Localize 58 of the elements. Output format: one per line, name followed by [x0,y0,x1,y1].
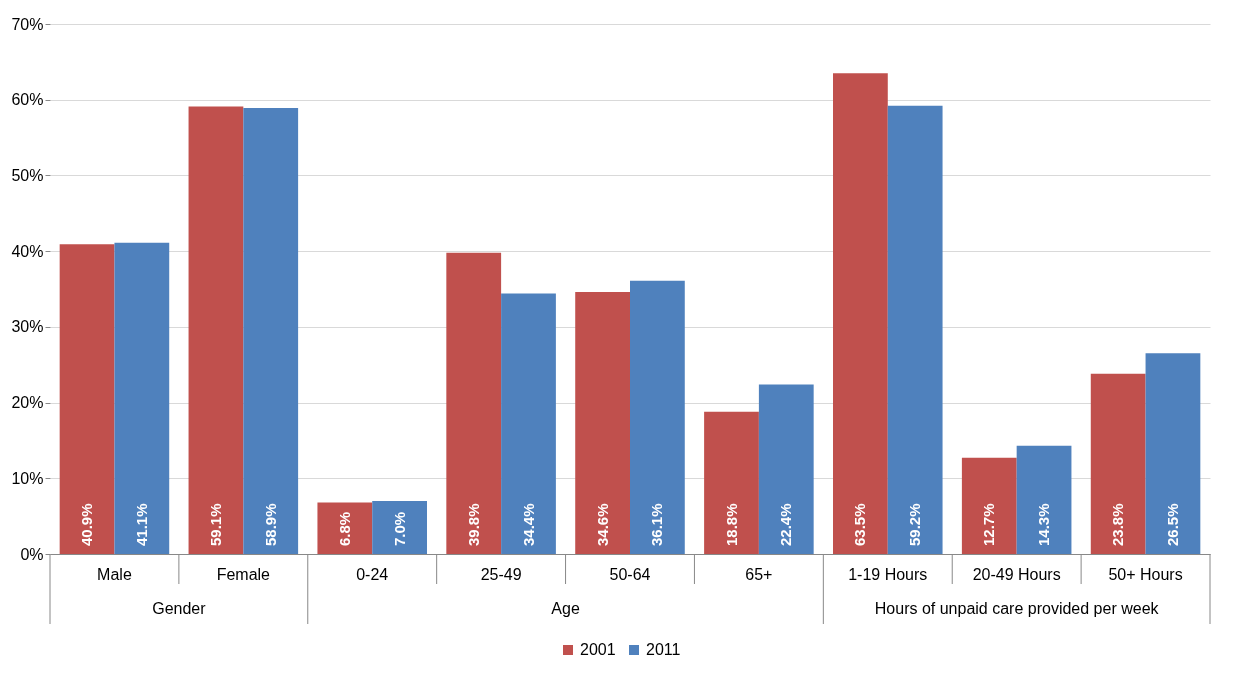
x-tick-label: 25-49 [480,565,522,583]
legend-label: 2001 [580,641,616,658]
data-label: 41.1% [132,503,150,546]
bar [59,244,115,554]
bar [446,252,502,554]
y-tick-label: 60% [11,91,44,109]
bar [1145,353,1201,554]
data-label: 34.6% [593,503,611,546]
y-tick-label: 0% [20,545,44,563]
data-label: 23.8% [1109,503,1127,546]
bar [1016,445,1072,554]
x-tick-label: 65+ [745,565,773,583]
bar [575,292,630,554]
bar [114,242,170,554]
x-tick-label: 1-19 Hours [848,565,928,583]
bar [758,384,814,554]
bar [501,293,556,554]
data-label: 14.3% [1035,503,1053,546]
bar [961,457,1017,554]
x-tick-label: 20-49 Hours [972,565,1061,583]
bar [887,105,943,554]
data-label: 26.5% [1163,503,1181,546]
data-label: 40.9% [78,503,96,546]
y-tick-label: 20% [11,394,44,412]
bar [833,73,888,554]
bar [372,501,427,554]
bar [704,411,759,554]
data-label: 59.2% [906,503,924,546]
text: Age [551,600,580,617]
text: Gender [152,600,207,617]
bar [188,106,244,554]
data-label: 7.0% [390,511,408,546]
bar [243,108,299,554]
data-label: 6.8% [335,511,353,546]
y-tick-label: 50% [11,166,44,184]
data-label: 18.8% [722,503,740,546]
bar [317,502,373,554]
data-label: 36.1% [648,503,666,546]
text: Hours of unpaid care provided per week [874,600,1160,617]
data-label: 39.8% [464,503,482,546]
y-tick-label: 40% [11,242,44,260]
data-label: 22.4% [777,503,795,546]
y-tick-label: 70% [11,15,44,33]
bar [1090,373,1146,554]
x-tick-label: 50+ Hours [1108,565,1183,583]
data-label: 34.4% [519,503,537,546]
x-tick-label: Male [97,565,132,583]
x-tick-label: 50-64 [609,565,651,583]
data-label: 63.5% [851,503,869,546]
data-label: 12.7% [980,503,998,546]
bar [630,280,685,554]
x-tick-label: Female [216,565,271,583]
x-tick-label: 0-24 [356,565,389,583]
data-label: 59.1% [206,503,224,546]
y-tick-label: 10% [11,469,44,487]
y-tick-label: 30% [11,318,44,336]
data-label: 58.9% [261,503,279,546]
legend-label: 2011 [646,641,681,658]
